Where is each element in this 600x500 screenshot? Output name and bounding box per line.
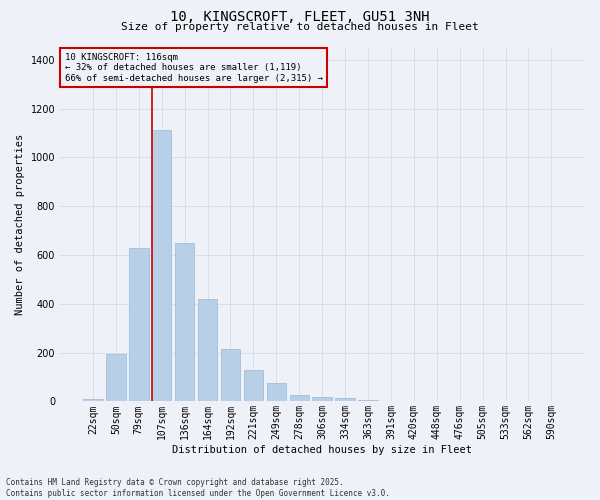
Text: 10 KINGSCROFT: 116sqm
← 32% of detached houses are smaller (1,119)
66% of semi-d: 10 KINGSCROFT: 116sqm ← 32% of detached … (65, 53, 323, 82)
Bar (266, 383, 286, 402)
Text: 10, KINGSCROFT, FLEET, GU51 3NH: 10, KINGSCROFT, FLEET, GU51 3NH (170, 10, 430, 24)
Bar (129, 248, 149, 402)
Bar (290, 396, 309, 402)
Bar (381, 400, 401, 402)
Bar (335, 398, 355, 402)
Text: Contains HM Land Registry data © Crown copyright and database right 2025.
Contai: Contains HM Land Registry data © Crown c… (6, 478, 390, 498)
Y-axis label: Number of detached properties: Number of detached properties (15, 134, 25, 315)
Bar (244, 370, 263, 402)
X-axis label: Distribution of detached houses by size in Fleet: Distribution of detached houses by size … (172, 445, 472, 455)
Bar (221, 349, 240, 402)
Text: Size of property relative to detached houses in Fleet: Size of property relative to detached ho… (121, 22, 479, 32)
Bar (313, 396, 332, 402)
Bar (106, 354, 125, 402)
Bar (358, 400, 378, 402)
Bar (198, 299, 217, 402)
Bar (175, 243, 194, 402)
Bar (152, 130, 172, 402)
Bar (83, 399, 103, 402)
